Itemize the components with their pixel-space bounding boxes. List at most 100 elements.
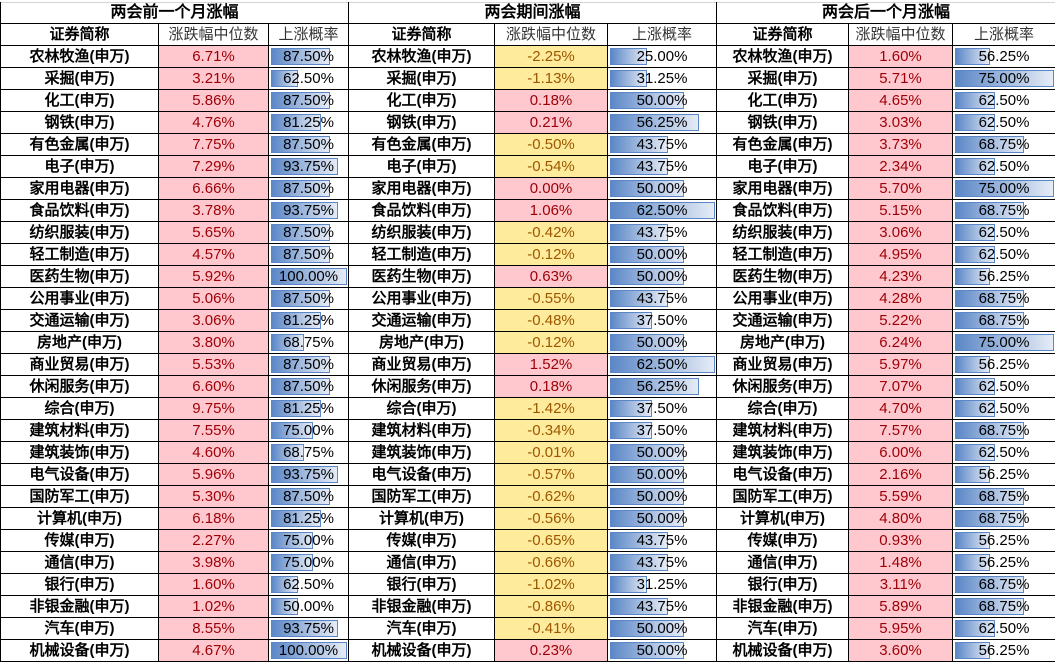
rise-probability-cell[interactable]: 87.50% [268, 222, 348, 243]
median-change-cell[interactable]: -1.42% [494, 398, 607, 419]
rise-probability-cell[interactable]: 68.75% [952, 574, 1055, 595]
median-change-cell[interactable]: 5.97% [848, 354, 952, 375]
median-change-cell[interactable]: -0.55% [494, 288, 607, 309]
median-change-cell[interactable]: -0.62% [494, 486, 607, 507]
rise-probability-cell[interactable]: 43.75% [607, 156, 716, 177]
security-name-cell[interactable]: 轻工制造(申万) [348, 244, 494, 265]
median-change-cell[interactable]: 4.23% [848, 266, 952, 287]
median-change-cell[interactable]: -0.65% [494, 530, 607, 551]
median-change-cell[interactable]: 3.80% [158, 332, 268, 353]
median-change-cell[interactable]: 4.65% [848, 90, 952, 111]
rise-probability-cell[interactable]: 56.25% [952, 464, 1055, 485]
security-name-cell[interactable]: 交通运输(申万) [716, 310, 848, 331]
median-change-cell[interactable]: 3.06% [848, 222, 952, 243]
rise-probability-cell[interactable]: 50.00% [607, 442, 716, 463]
column-header-name[interactable]: 证券简称 [716, 24, 848, 45]
rise-probability-cell[interactable]: 87.50% [268, 288, 348, 309]
security-name-cell[interactable]: 机械设备(申万) [0, 640, 158, 661]
security-name-cell[interactable]: 计算机(申万) [0, 508, 158, 529]
security-name-cell[interactable]: 医药生物(申万) [348, 266, 494, 287]
rise-probability-cell[interactable]: 56.25% [952, 46, 1055, 67]
rise-probability-cell[interactable]: 68.75% [952, 508, 1055, 529]
rise-probability-cell[interactable]: 68.75% [952, 200, 1055, 221]
security-name-cell[interactable]: 非银金融(申万) [348, 596, 494, 617]
median-change-cell[interactable]: 2.34% [848, 156, 952, 177]
rise-probability-cell[interactable]: 50.00% [607, 486, 716, 507]
median-change-cell[interactable]: 3.03% [848, 112, 952, 133]
security-name-cell[interactable]: 综合(申万) [716, 398, 848, 419]
median-change-cell[interactable]: 6.00% [848, 442, 952, 463]
rise-probability-cell[interactable]: 68.75% [952, 288, 1055, 309]
security-name-cell[interactable]: 银行(申万) [0, 574, 158, 595]
median-change-cell[interactable]: 0.18% [494, 376, 607, 397]
security-name-cell[interactable]: 国防军工(申万) [716, 486, 848, 507]
security-name-cell[interactable]: 传媒(申万) [0, 530, 158, 551]
median-change-cell[interactable]: -0.86% [494, 596, 607, 617]
median-change-cell[interactable]: 3.73% [848, 134, 952, 155]
column-header-probability[interactable]: 上涨概率 [268, 24, 348, 45]
median-change-cell[interactable]: 5.96% [158, 464, 268, 485]
security-name-cell[interactable]: 机械设备(申万) [716, 640, 848, 661]
median-change-cell[interactable]: 9.75% [158, 398, 268, 419]
median-change-cell[interactable]: 4.60% [158, 442, 268, 463]
median-change-cell[interactable]: 3.11% [848, 574, 952, 595]
security-name-cell[interactable]: 银行(申万) [716, 574, 848, 595]
security-name-cell[interactable]: 传媒(申万) [716, 530, 848, 551]
rise-probability-cell[interactable]: 56.25% [952, 552, 1055, 573]
rise-probability-cell[interactable]: 50.00% [607, 178, 716, 199]
security-name-cell[interactable]: 建筑材料(申万) [348, 420, 494, 441]
rise-probability-cell[interactable]: 56.25% [607, 376, 716, 397]
rise-probability-cell[interactable]: 68.75% [268, 332, 348, 353]
rise-probability-cell[interactable]: 56.25% [952, 266, 1055, 287]
rise-probability-cell[interactable]: 75.00% [268, 552, 348, 573]
security-name-cell[interactable]: 医药生物(申万) [716, 266, 848, 287]
security-name-cell[interactable]: 非银金融(申万) [0, 596, 158, 617]
rise-probability-cell[interactable]: 50.00% [268, 596, 348, 617]
security-name-cell[interactable]: 计算机(申万) [348, 508, 494, 529]
rise-probability-cell[interactable]: 87.50% [268, 376, 348, 397]
median-change-cell[interactable]: 0.63% [494, 266, 607, 287]
security-name-cell[interactable]: 建筑材料(申万) [0, 420, 158, 441]
median-change-cell[interactable]: -0.50% [494, 134, 607, 155]
rise-probability-cell[interactable]: 87.50% [268, 486, 348, 507]
rise-probability-cell[interactable]: 87.50% [268, 354, 348, 375]
median-change-cell[interactable]: 6.60% [158, 376, 268, 397]
median-change-cell[interactable]: 4.57% [158, 244, 268, 265]
security-name-cell[interactable]: 食品饮料(申万) [0, 200, 158, 221]
median-change-cell[interactable]: 6.24% [848, 332, 952, 353]
security-name-cell[interactable]: 非银金融(申万) [716, 596, 848, 617]
security-name-cell[interactable]: 轻工制造(申万) [716, 244, 848, 265]
median-change-cell[interactable]: 5.30% [158, 486, 268, 507]
median-change-cell[interactable]: -0.48% [494, 310, 607, 331]
rise-probability-cell[interactable]: 68.75% [952, 310, 1055, 331]
rise-probability-cell[interactable]: 87.50% [268, 134, 348, 155]
median-change-cell[interactable]: 4.76% [158, 112, 268, 133]
median-change-cell[interactable]: 4.70% [848, 398, 952, 419]
security-name-cell[interactable]: 银行(申万) [348, 574, 494, 595]
rise-probability-cell[interactable]: 25.00% [607, 46, 716, 67]
rise-probability-cell[interactable]: 87.50% [268, 46, 348, 67]
security-name-cell[interactable]: 有色金属(申万) [348, 134, 494, 155]
security-name-cell[interactable]: 汽车(申万) [0, 618, 158, 639]
security-name-cell[interactable]: 休闲服务(申万) [716, 376, 848, 397]
column-header-name[interactable]: 证券简称 [348, 24, 494, 45]
median-change-cell[interactable]: -0.12% [494, 244, 607, 265]
rise-probability-cell[interactable]: 50.00% [607, 244, 716, 265]
security-name-cell[interactable]: 有色金属(申万) [0, 134, 158, 155]
security-name-cell[interactable]: 家用电器(申万) [348, 178, 494, 199]
security-name-cell[interactable]: 公用事业(申万) [716, 288, 848, 309]
rise-probability-cell[interactable]: 50.00% [607, 332, 716, 353]
rise-probability-cell[interactable]: 62.50% [607, 354, 716, 375]
median-change-cell[interactable]: 4.28% [848, 288, 952, 309]
median-change-cell[interactable]: -2.25% [494, 46, 607, 67]
rise-probability-cell[interactable]: 62.50% [952, 112, 1055, 133]
security-name-cell[interactable]: 房地产(申万) [348, 332, 494, 353]
security-name-cell[interactable]: 家用电器(申万) [716, 178, 848, 199]
rise-probability-cell[interactable]: 50.00% [607, 464, 716, 485]
security-name-cell[interactable]: 国防军工(申万) [348, 486, 494, 507]
rise-probability-cell[interactable]: 93.75% [268, 200, 348, 221]
rise-probability-cell[interactable]: 62.50% [952, 222, 1055, 243]
security-name-cell[interactable]: 电子(申万) [716, 156, 848, 177]
rise-probability-cell[interactable]: 68.75% [268, 442, 348, 463]
median-change-cell[interactable]: 5.59% [848, 486, 952, 507]
